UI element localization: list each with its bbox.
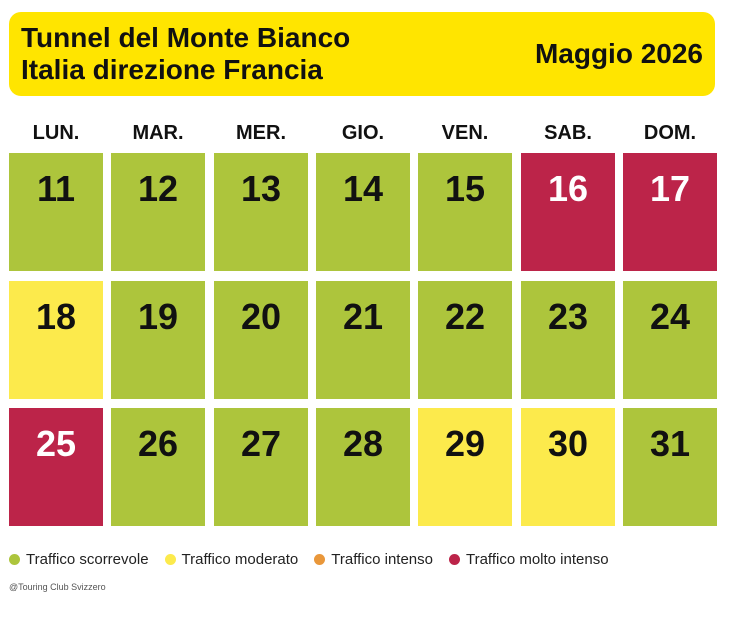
header-banner: Tunnel del Monte Bianco Italia direzione…	[9, 12, 715, 96]
weekday-label: MAR.	[132, 122, 184, 144]
day-number: 18	[35, 296, 77, 337]
weekday-header-row: LUN. MAR. MER. GIO. VEN. SAB. DOM.	[9, 118, 717, 148]
day-number: 19	[137, 296, 179, 337]
day-cell-molto-intenso: 17	[623, 153, 717, 271]
day-cell-scorrevole: 26	[111, 408, 205, 526]
day-cell-scorrevole: 28	[316, 408, 410, 526]
day-number: 20	[240, 296, 282, 337]
legend-dot-icon	[164, 553, 176, 565]
weekday-label: MER.	[236, 122, 286, 144]
day-cell-scorrevole: 31	[623, 408, 717, 526]
day-cell-scorrevole: 11	[9, 153, 103, 271]
day-cell-scorrevole: 19	[111, 281, 205, 399]
day-number: 21	[342, 296, 384, 337]
legend-label: Traffico molto intenso	[465, 550, 609, 568]
day-cell-scorrevole: 15	[418, 153, 512, 271]
weekday-label: VEN.	[441, 122, 489, 144]
day-number: 17	[649, 168, 691, 209]
day-cell-scorrevole: 27	[214, 408, 308, 526]
day-number: 22	[444, 296, 486, 337]
weekday-label: LUN.	[32, 122, 80, 144]
day-number: 28	[342, 423, 384, 464]
title-line-1: Tunnel del Monte Bianco	[21, 22, 351, 53]
day-cell-scorrevole: 23	[521, 281, 615, 399]
day-number: 13	[240, 168, 282, 209]
day-number: 14	[342, 168, 384, 209]
legend-dot-icon	[448, 553, 460, 565]
day-cell-moderato: 18	[9, 281, 103, 399]
day-number: 31	[649, 423, 691, 464]
calendar-grid: 11 12 13 14 15 16 17 18 19 20 21 22 23 24 25 26 27 28 29 30…	[9, 153, 717, 527]
weekday-label: SAB.	[544, 122, 592, 144]
day-cell-moderato: 29	[418, 408, 512, 526]
day-cell-scorrevole: 20	[214, 281, 308, 399]
day-number: 12	[137, 168, 179, 209]
page-title: Tunnel del Monte Bianco Italia direzione…	[21, 22, 350, 86]
legend-dot-icon	[9, 553, 20, 565]
day-cell-scorrevole: 24	[623, 281, 717, 399]
day-number: 26	[137, 423, 179, 464]
legend-label: Traffico intenso	[331, 550, 433, 568]
legend-item-intenso: Traffico intenso	[314, 551, 433, 568]
credit-text: @Touring Club Svizzero	[9, 582, 106, 592]
day-number: 27	[240, 423, 282, 464]
day-cell-scorrevole: 12	[111, 153, 205, 271]
legend-item-scorrevole: Traffico scorrevole	[9, 551, 149, 568]
day-cell-molto-intenso: 25	[9, 408, 103, 526]
day-number: 15	[444, 168, 486, 209]
legend-label: Traffico scorrevole	[26, 550, 149, 568]
day-number: 11	[36, 168, 76, 209]
traffic-legend: Traffico scorrevole Traffico moderato Traf…	[9, 548, 625, 570]
day-number: 29	[444, 423, 486, 464]
day-cell-scorrevole: 13	[214, 153, 308, 271]
day-cell-scorrevole: 21	[316, 281, 410, 399]
day-number: 16	[547, 168, 589, 209]
day-number: 30	[547, 423, 589, 464]
day-cell-moderato: 30	[521, 408, 615, 526]
day-number: 24	[649, 296, 691, 337]
day-number: 25	[35, 423, 77, 464]
legend-label: Traffico moderato	[181, 550, 299, 568]
weekday-label: GIO.	[341, 122, 385, 144]
month-label: Maggio 2026	[534, 38, 703, 69]
legend-dot-icon	[314, 553, 326, 565]
weekday-label: DOM.	[643, 122, 697, 144]
legend-item-moderato: Traffico moderato	[164, 550, 299, 568]
day-cell-molto-intenso: 16	[521, 153, 615, 271]
title-line-2: Italia direzione Francia	[21, 54, 323, 85]
day-number: 23	[547, 296, 589, 337]
day-cell-scorrevole: 22	[418, 281, 512, 399]
legend-item-molto-intenso: Traffico molto intenso	[448, 550, 609, 568]
day-cell-scorrevole: 14	[316, 153, 410, 271]
